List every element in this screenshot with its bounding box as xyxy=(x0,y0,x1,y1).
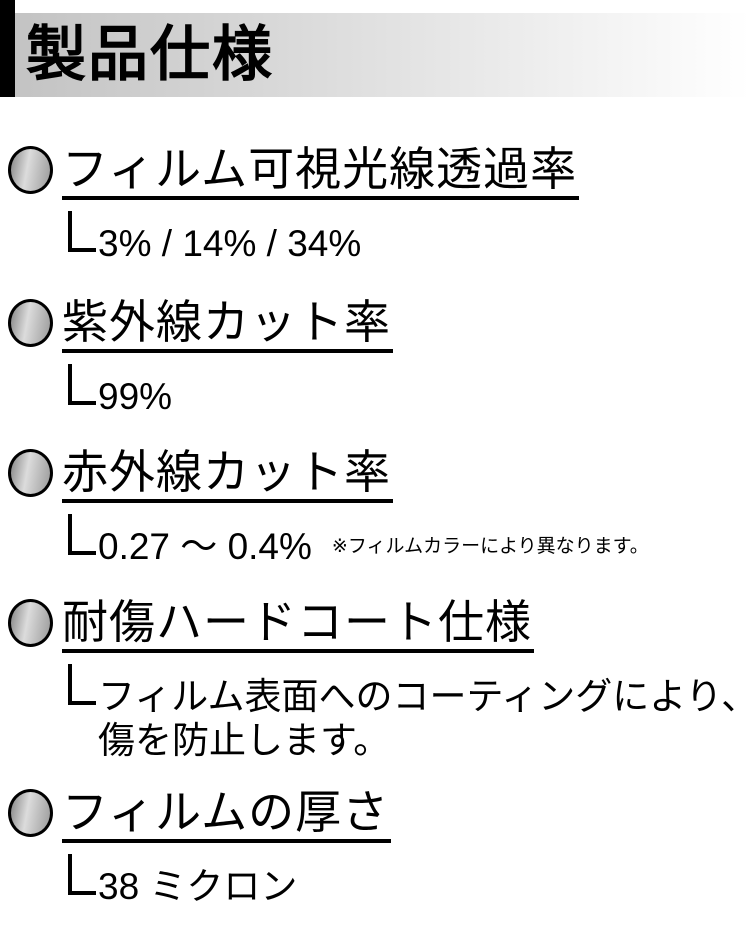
elbow-icon xyxy=(68,211,96,252)
value-text: 3% / 14% / 34% xyxy=(98,223,362,264)
bullet-circle-icon xyxy=(8,789,53,837)
spec-values: 3% / 14% / 34% xyxy=(62,211,750,266)
bullet-circle-icon xyxy=(8,449,53,497)
spec-heading-text: 紫外線カット率 xyxy=(62,296,393,353)
spec-heading-text: 赤外線カット率 xyxy=(62,446,393,503)
spec-section: 紫外線カット率 99% xyxy=(8,296,750,419)
spec-values: 38 ミクロン xyxy=(62,854,750,909)
spec-section-body: フィルムの厚さ 38 ミクロン xyxy=(62,786,750,909)
header-accent-bar xyxy=(0,0,15,97)
value-text: 99% xyxy=(98,376,173,417)
value-line: 傷を防止します。 xyxy=(98,719,750,763)
spec-section-body: 紫外線カット率 99% xyxy=(62,296,750,419)
spec-values: フィルム表面へのコーティングにより、 傷を防止します。 xyxy=(62,664,750,763)
spec-heading: 赤外線カット率 xyxy=(62,446,750,507)
elbow-icon xyxy=(68,854,96,895)
bullet-circle-icon xyxy=(8,146,53,194)
value-text: フィルム表面へのコーティングにより、 xyxy=(98,676,750,717)
elbow-icon xyxy=(68,664,96,705)
spec-heading: フィルム可視光線透過率 xyxy=(62,143,750,204)
spec-section: フィルムの厚さ 38 ミクロン xyxy=(8,786,750,909)
value-line: フィルム表面へのコーティングにより、 xyxy=(62,664,750,719)
spec-section: 耐傷ハードコート仕様 フィルム表面へのコーティングにより、 傷を防止します。 xyxy=(8,596,750,763)
value-note: ※フィルムカラーにより異なります。 xyxy=(331,536,649,557)
bullet-circle-icon xyxy=(8,599,53,647)
spec-section-body: フィルム可視光線透過率 3% / 14% / 34% xyxy=(62,143,750,266)
value-text: 傷を防止します。 xyxy=(98,720,391,761)
spec-values: 99% xyxy=(62,364,750,419)
spec-values: 0.27 ～ 0.4% ※フィルムカラーにより異なります。 xyxy=(62,514,750,569)
value-line: 99% xyxy=(62,364,750,419)
spec-heading-text: フィルム可視光線透過率 xyxy=(62,143,580,200)
page-title: 製品仕様 xyxy=(26,21,274,88)
spec-section: フィルム可視光線透過率 3% / 14% / 34% xyxy=(8,143,750,266)
spec-section: 赤外線カット率 0.27 ～ 0.4% ※フィルムカラーにより異なります。 xyxy=(8,446,750,569)
elbow-icon xyxy=(68,364,96,405)
spec-heading: 紫外線カット率 xyxy=(62,296,750,357)
value-line: 3% / 14% / 34% xyxy=(62,211,750,266)
value-text: 38 ミクロン xyxy=(98,866,298,907)
spec-heading-text: 耐傷ハードコート仕様 xyxy=(62,596,534,653)
spec-heading: フィルムの厚さ xyxy=(62,786,750,847)
value-line: 0.27 ～ 0.4% ※フィルムカラーにより異なります。 xyxy=(62,514,750,569)
spec-section-body: 耐傷ハードコート仕様 フィルム表面へのコーティングにより、 傷を防止します。 xyxy=(62,596,750,763)
bullet-circle-icon xyxy=(8,299,53,347)
spec-heading: 耐傷ハードコート仕様 xyxy=(62,596,750,657)
value-text: 0.27 ～ 0.4% xyxy=(98,526,312,567)
header-band: 製品仕様 xyxy=(0,13,750,97)
elbow-icon xyxy=(68,514,96,555)
spec-section-body: 赤外線カット率 0.27 ～ 0.4% ※フィルムカラーにより異なります。 xyxy=(62,446,750,569)
value-line: 38 ミクロン xyxy=(62,854,750,909)
spec-heading-text: フィルムの厚さ xyxy=(62,786,392,843)
